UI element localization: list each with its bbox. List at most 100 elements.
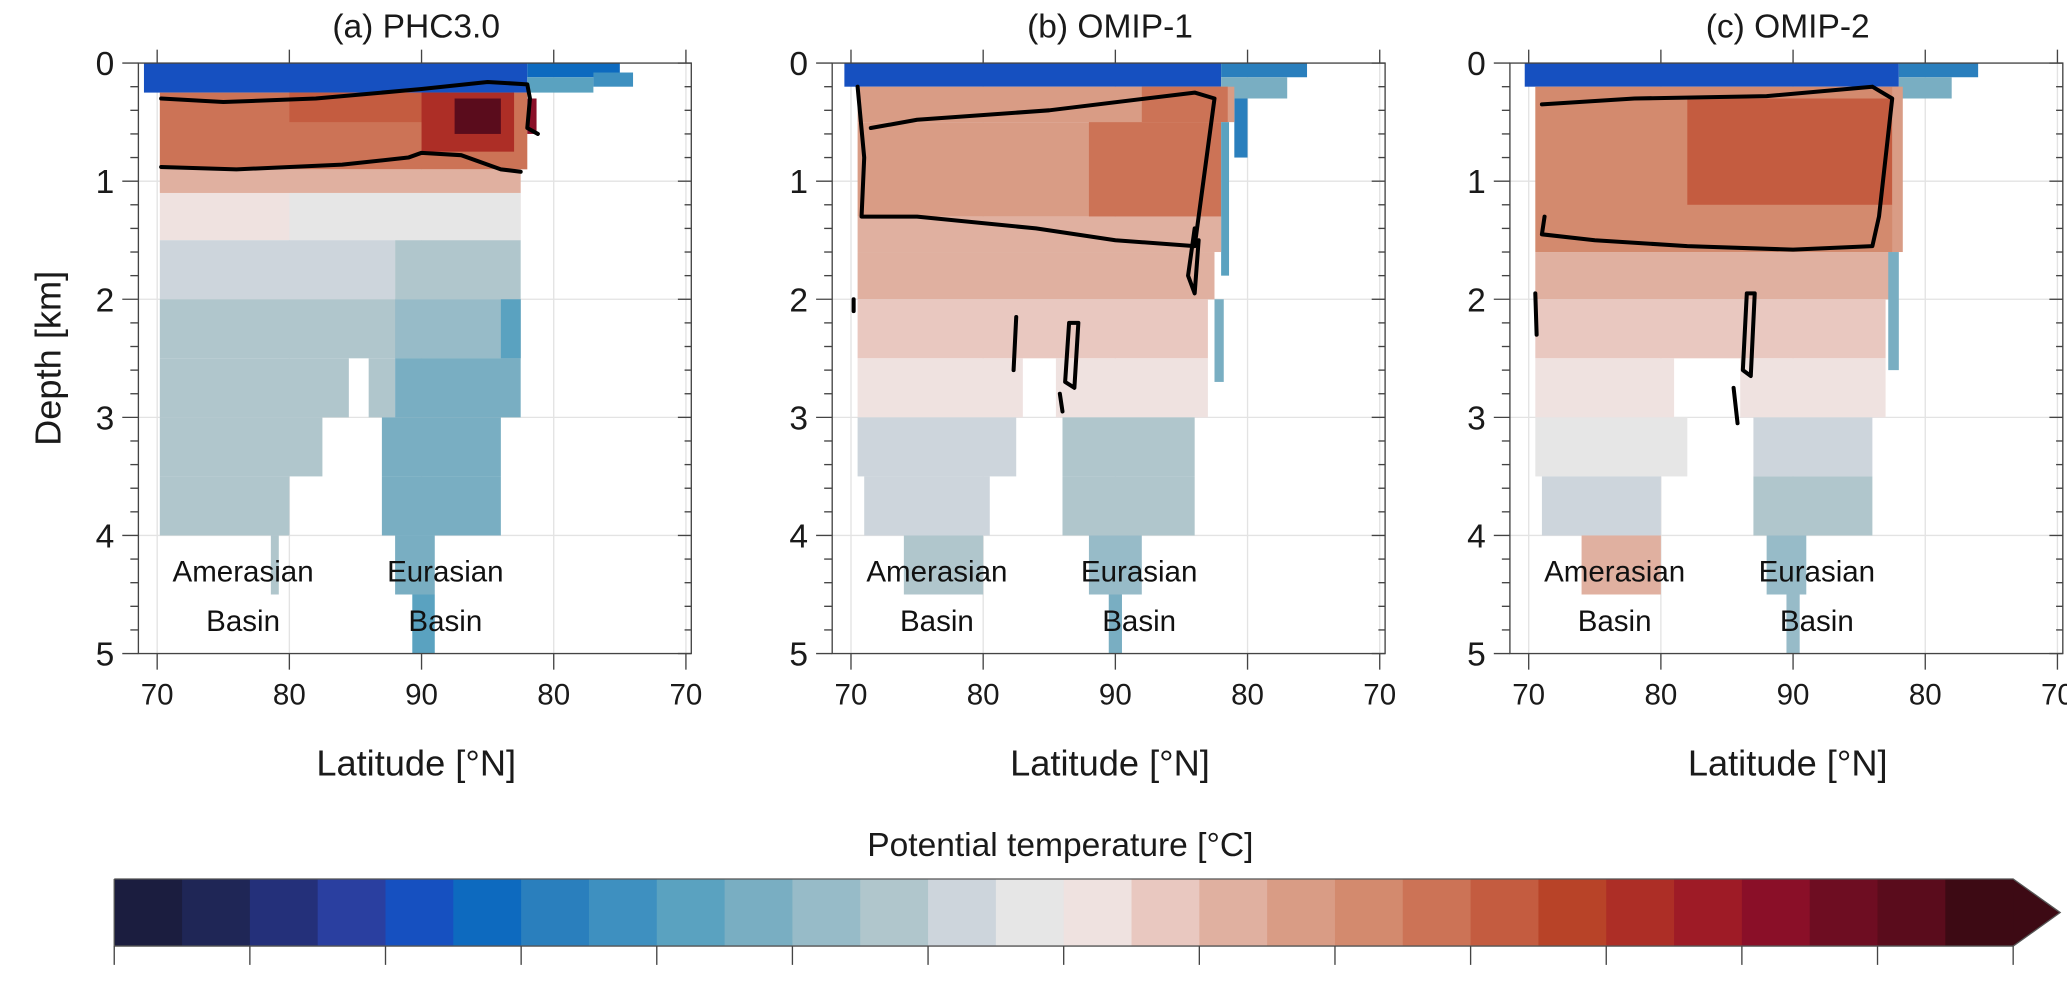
temperature-cell: [1687, 98, 1893, 205]
colorbar-swatch: [1267, 879, 1336, 947]
temperature-cell: [1221, 63, 1308, 78]
temperature-cell: [844, 63, 1222, 87]
colorbar-swatch: [521, 879, 590, 947]
temperature-cell: [159, 358, 349, 418]
basin-label: Basin: [408, 605, 482, 638]
colorbar-swatch: [1334, 879, 1404, 947]
temperature-cell: [1740, 358, 1886, 418]
basin-label: Basin: [1578, 605, 1652, 638]
x-tick-label: 70: [141, 679, 174, 712]
temperature-cell: [857, 358, 1023, 418]
temperature-cell: [395, 358, 521, 418]
colorbar-swatch: [1606, 879, 1675, 947]
basin-label: Amerasian: [1544, 556, 1685, 589]
colorbar-tick-label: 0.5: [1448, 976, 1493, 981]
x-tick-label: 70: [670, 679, 703, 712]
colorbar-tick-label: 1.5: [1991, 976, 2036, 981]
temperature-cell: [1062, 476, 1195, 536]
x-tick-label: 90: [405, 679, 438, 712]
colorbar-extend-arrow: [2013, 879, 2061, 947]
temperature-cell: [395, 240, 521, 300]
colorbar-swatch: [792, 879, 861, 947]
basin-label: Basin: [1780, 605, 1854, 638]
colorbar-swatch: [182, 879, 251, 947]
colorbar-tick-label: -1.25: [484, 976, 557, 981]
y-tick-label: 3: [1467, 400, 1486, 437]
basin-label: Eurasian: [1081, 556, 1198, 589]
zero-degree-contour: [1731, 385, 1740, 426]
colorbar-swatch: [860, 879, 929, 947]
colorbar-swatch: [588, 879, 658, 947]
axes-frame: [831, 62, 1386, 655]
temperature-cell: [1221, 122, 1230, 276]
x-axis-label: Latitude [°N]: [1688, 743, 1888, 784]
basin-label: Eurasian: [1759, 556, 1876, 589]
x-tick-label: 70: [1363, 679, 1396, 712]
temperature-cell: [593, 72, 634, 87]
y-tick-label: 5: [789, 637, 808, 674]
colorbar-tick-label: 1.25: [1846, 976, 1909, 981]
colorbar-swatch: [317, 879, 387, 947]
temperature-cell: [1581, 535, 1661, 595]
y-tick-label: 0: [789, 46, 808, 83]
colorbar-swatch: [1674, 879, 1743, 947]
basin-label: Basin: [900, 605, 974, 638]
temperature-cell: [159, 417, 323, 477]
temperature-cell: [857, 216, 1222, 253]
temperature-cell: [1753, 476, 1873, 536]
temperature-cell: [159, 240, 396, 300]
temperature-cell: [1786, 594, 1800, 654]
temperature-cell: [270, 535, 279, 595]
temperature-cell: [1753, 417, 1873, 477]
temperature-cell: [368, 358, 396, 418]
y-tick-label: 4: [1467, 519, 1486, 556]
temperature-cell: [1535, 299, 1886, 359]
zero-degree-contour: [159, 79, 540, 136]
y-tick-label: 2: [1467, 282, 1486, 319]
colorbar-swatch: [249, 879, 319, 947]
y-tick-label: 4: [789, 519, 808, 556]
colorbar-swatch: [995, 879, 1065, 947]
zero-degree-contour: [855, 84, 1217, 249]
panel-a: (a) PHC3.0 70 80 90 80 70 0 1 2 3 4 5 Amerasian Basi…: [96, 9, 703, 712]
colorbar-tick-label: -0.5: [900, 976, 955, 981]
temperature-cell: [1888, 252, 1899, 371]
panel-b: (b) OMIP-1 70 80 90 80 70 0 1 2 3 4 5 Amerasian Basi…: [789, 9, 1396, 712]
temperature-cell: [1524, 63, 1899, 87]
temperature-cell: [527, 77, 594, 93]
colorbar-swatch: [1877, 879, 1947, 947]
zero-degree-contour: [1740, 291, 1757, 379]
temperature-cell: [857, 252, 1215, 300]
temperature-cell: [381, 417, 501, 477]
temperature-cell: [1234, 98, 1248, 158]
temperature-cell: [395, 535, 435, 595]
basin-label: Basin: [206, 605, 280, 638]
y-tick-label: 5: [96, 637, 115, 674]
y-tick-label: 1: [96, 164, 115, 201]
temperature-cell: [395, 299, 521, 359]
y-tick-label: 5: [1467, 637, 1486, 674]
x-tick-label: 70: [2041, 679, 2067, 712]
temperature-cell: [1221, 77, 1288, 99]
x-tick-label: 80: [967, 679, 1000, 712]
zero-degree-contour: [1186, 226, 1201, 296]
x-axis-label: Latitude [°N]: [1010, 743, 1210, 784]
temperature-cell: [159, 169, 521, 193]
zero-degree-contour: [1057, 391, 1065, 414]
colorbar-swatch: [1538, 879, 1607, 947]
temperature-cell: [1541, 476, 1661, 536]
x-tick-label: 70: [1512, 679, 1545, 712]
y-tick-label: 3: [96, 400, 115, 437]
zero-degree-contour: [1533, 291, 1539, 337]
temperature-cell: [1088, 535, 1142, 595]
panel-title: (b) OMIP-1: [1027, 9, 1193, 46]
temperature-cell: [1062, 417, 1195, 477]
colorbar-tick-label: 0.75: [1575, 976, 1638, 981]
temperature-cell: [412, 594, 435, 654]
temperature-cell: [1892, 86, 1903, 253]
temperature-cell: [1214, 299, 1224, 382]
temperature-cell: [381, 476, 501, 536]
colorbar-tick-label: 0.25: [1304, 976, 1367, 981]
colorbar-swatch: [1741, 879, 1811, 947]
x-tick-label: 90: [1777, 679, 1810, 712]
